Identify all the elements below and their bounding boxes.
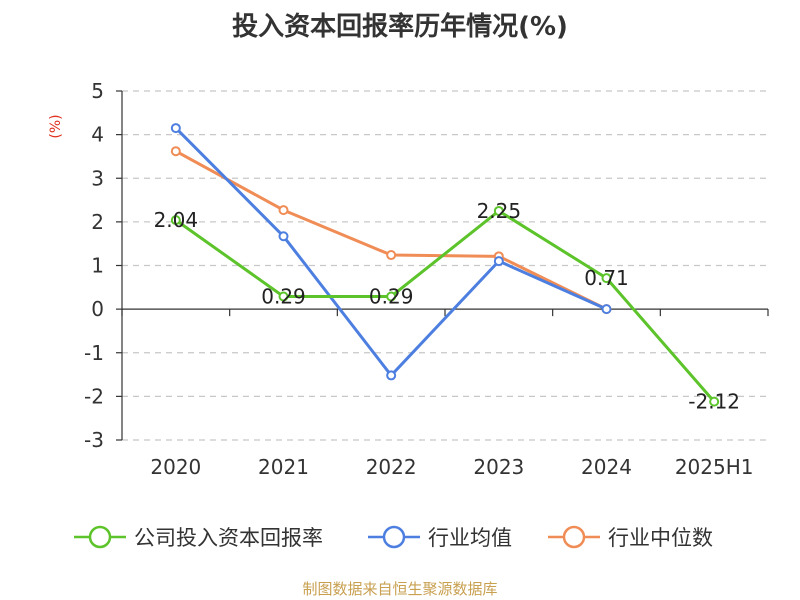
legend-marker (382, 525, 406, 549)
x-tick-label: 2023 (473, 455, 524, 479)
y-tick-label: 2 (91, 210, 104, 234)
y-tick-label: 1 (91, 254, 104, 278)
data-point (278, 291, 289, 302)
data-label: 2.04 (154, 208, 199, 232)
data-point (386, 291, 397, 302)
legend: 公司投入资本回报率 行业均值 行业中位数 (74, 525, 713, 550)
legend-label: 行业均值 (428, 526, 512, 550)
x-tick-label: 2024 (581, 455, 632, 479)
legend-marker (88, 525, 112, 549)
source-note: 制图数据来自恒生聚源数据库 (302, 580, 498, 598)
data-label: 0.71 (584, 266, 629, 290)
y-tick-label: 0 (91, 297, 104, 321)
y-tick-label: -2 (84, 384, 104, 408)
x-tick-label: 2025H1 (675, 455, 754, 479)
data-point (493, 205, 504, 216)
data-point (601, 304, 612, 315)
series-group (170, 123, 720, 407)
data-point (170, 215, 181, 226)
legend-label: 行业中位数 (608, 526, 713, 550)
y-axis-label: (%) (48, 114, 64, 138)
data-point (278, 205, 289, 216)
data-point (386, 370, 397, 381)
y-tick-label: -3 (84, 428, 104, 452)
x-tick-label: 2021 (258, 455, 309, 479)
data-label: 0.29 (261, 284, 306, 308)
data-point (601, 273, 612, 284)
data-label: 0.29 (369, 284, 414, 308)
series-line (174, 209, 716, 403)
data-labels: 2.04 0.29 0.29 2.25 0.71 -2.12 (154, 199, 740, 414)
x-tick-label: 2022 (366, 455, 417, 479)
data-point (170, 146, 181, 157)
y-tick-label: 3 (91, 166, 104, 190)
chart-title: 投入资本回报率历年情况(%) (232, 12, 568, 42)
axes: 5 4 3 2 1 0 -1 -2 -3 2020 2021 2022 2023 2024 2025H1 (%… (48, 79, 769, 479)
legend-marker (562, 525, 586, 549)
data-point (386, 250, 397, 261)
grid-lines (122, 90, 768, 441)
legend-label: 公司投入资本回报率 (134, 526, 323, 550)
data-point (493, 256, 504, 267)
y-tick-label: 4 (91, 123, 104, 147)
data-point (709, 396, 720, 407)
data-label: -2.12 (688, 390, 740, 414)
data-label: 2.25 (477, 199, 522, 223)
x-tick-label: 2020 (150, 455, 201, 479)
data-point (278, 231, 289, 242)
data-point (170, 123, 181, 134)
y-tick-label: 5 (91, 79, 104, 103)
y-tick-label: -1 (84, 341, 104, 365)
